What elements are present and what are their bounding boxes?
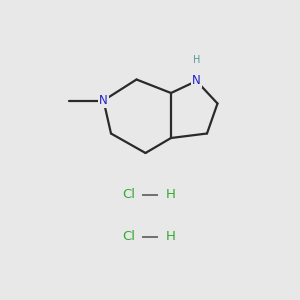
Text: H: H [166,188,176,202]
Text: H: H [193,56,200,65]
Text: Cl: Cl [122,188,136,202]
Text: H: H [166,230,176,244]
Text: N: N [192,74,201,88]
Text: N: N [99,94,108,107]
Text: Cl: Cl [122,230,136,244]
